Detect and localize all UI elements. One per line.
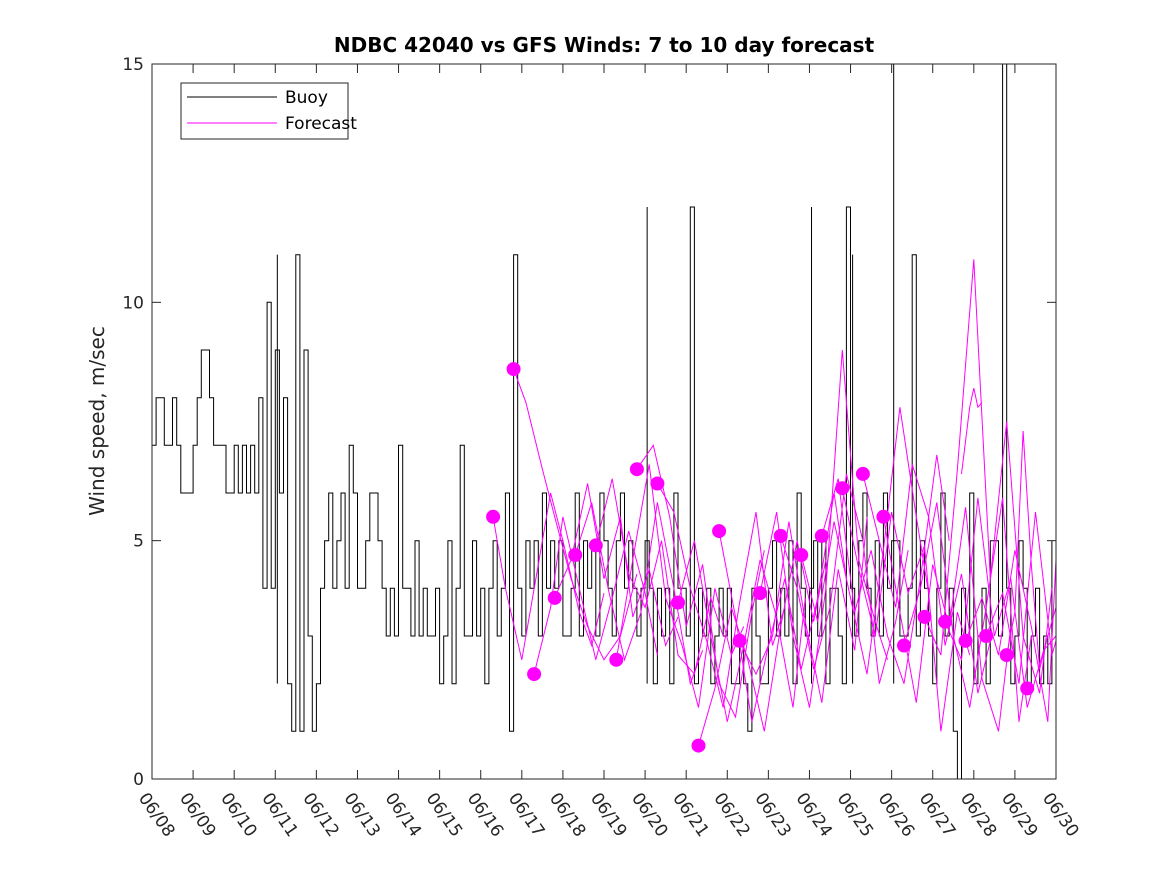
forecast-marker [547,590,562,605]
forecast-marker [732,633,747,648]
forecast-run-line [698,540,827,746]
forecast-run-line [718,492,847,722]
forecast-run-line [985,512,1057,684]
forecast-marker [999,648,1014,663]
forecast-run-line [903,497,1032,722]
forecast-run-line [574,502,704,686]
forecast-run-line [862,464,991,694]
y-axis-label: Wind speed, m/sec [85,326,109,516]
forecast-marker [712,524,727,539]
forecast-run-line [554,483,679,648]
y-tick-label: 0 [133,770,144,790]
forecast-marker [958,633,973,648]
forecast-marker [814,528,829,543]
legend: Buoy Forecast [180,82,357,140]
forecast-run-line [739,516,868,703]
forecast-marker [486,509,501,524]
forecast-marker [773,528,788,543]
forecast-run-line [492,492,605,660]
legend-label-buoy: Buoy [285,88,328,108]
forecast-marker [835,481,850,496]
forecast-run-line [1006,430,1057,670]
legend-label-forecast: Forecast [285,114,357,134]
forecast-marker [794,548,809,562]
forecast-marker [979,629,994,643]
forecast-marker [650,476,665,491]
forecast-marker [588,538,603,553]
y-tick-label: 15 [122,55,144,75]
forecast-marker-layer [486,362,1035,753]
forecast-marker [753,586,768,601]
forecast-run-line [656,483,786,708]
forecast-run-line [595,478,724,676]
forecast-run-line [780,473,909,684]
plot-area: 06/0806/0906/1006/1106/1206/1306/1406/15… [122,55,1082,841]
forecast-marker [1020,681,1035,696]
forecast-marker [938,614,953,629]
forecast-run-line [965,550,1057,722]
forecast-marker [629,462,644,477]
legend-box [180,82,349,140]
forecast-run-line [961,387,983,474]
buoy-series-line [152,63,1053,780]
forecast-marker [876,509,891,524]
forecast-marker [917,609,932,624]
forecast-run-line [944,497,1057,708]
forecast-run-line [533,516,658,675]
y-tick-label: 5 [133,532,144,552]
y-axis: 0 5 10 15 [122,55,1056,790]
forecast-run-line [636,444,765,719]
forecast-run-line [513,368,638,661]
forecast-marker [671,595,685,610]
forecast-run-line [821,454,950,684]
forecast-run-line [841,488,971,732]
chart-title: NDBC 42040 vs GFS Winds: 7 to 10 day for… [334,33,875,57]
forecast-marker [609,652,624,667]
forecast-run-line [924,259,1053,694]
forecast-marker [897,638,911,653]
forecast-marker [527,667,542,682]
forecast-marker [568,548,583,562]
forecast-marker [855,466,870,481]
y-tick-label: 10 [122,293,144,313]
forecast-marker [691,738,706,753]
buoy-series-layer [152,63,1053,780]
forecast-marker [506,362,521,377]
forecast-series-layer [492,259,1057,746]
